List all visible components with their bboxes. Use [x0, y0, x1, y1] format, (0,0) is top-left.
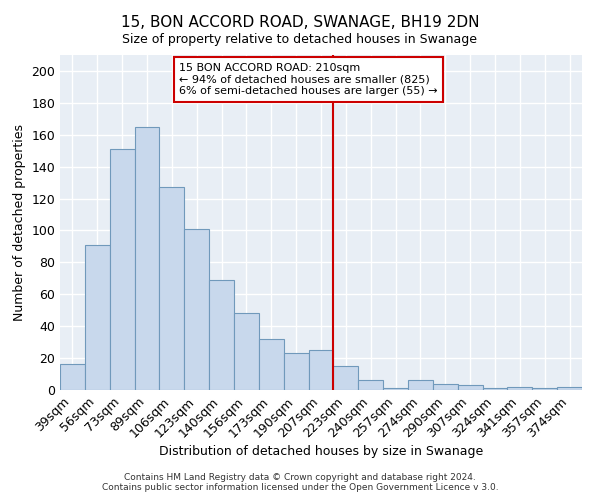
Bar: [383, 388, 408, 390]
Bar: [209, 280, 234, 390]
Bar: [284, 354, 308, 390]
Y-axis label: Number of detached properties: Number of detached properties: [13, 124, 26, 321]
Bar: [482, 388, 508, 390]
Bar: [259, 339, 284, 390]
Bar: [308, 350, 334, 390]
Bar: [557, 387, 582, 390]
Bar: [458, 385, 482, 390]
Text: 15 BON ACCORD ROAD: 210sqm
← 94% of detached houses are smaller (825)
6% of semi: 15 BON ACCORD ROAD: 210sqm ← 94% of deta…: [179, 63, 438, 96]
Bar: [433, 384, 458, 390]
Text: 15, BON ACCORD ROAD, SWANAGE, BH19 2DN: 15, BON ACCORD ROAD, SWANAGE, BH19 2DN: [121, 15, 479, 30]
Bar: [532, 388, 557, 390]
Bar: [358, 380, 383, 390]
X-axis label: Distribution of detached houses by size in Swanage: Distribution of detached houses by size …: [159, 446, 483, 458]
Text: Contains HM Land Registry data © Crown copyright and database right 2024.
Contai: Contains HM Land Registry data © Crown c…: [101, 473, 499, 492]
Bar: [234, 314, 259, 390]
Text: Size of property relative to detached houses in Swanage: Size of property relative to detached ho…: [122, 32, 478, 46]
Bar: [110, 149, 134, 390]
Bar: [508, 387, 532, 390]
Bar: [60, 364, 85, 390]
Bar: [85, 245, 110, 390]
Bar: [334, 366, 358, 390]
Bar: [184, 229, 209, 390]
Bar: [408, 380, 433, 390]
Bar: [134, 127, 160, 390]
Bar: [160, 188, 184, 390]
